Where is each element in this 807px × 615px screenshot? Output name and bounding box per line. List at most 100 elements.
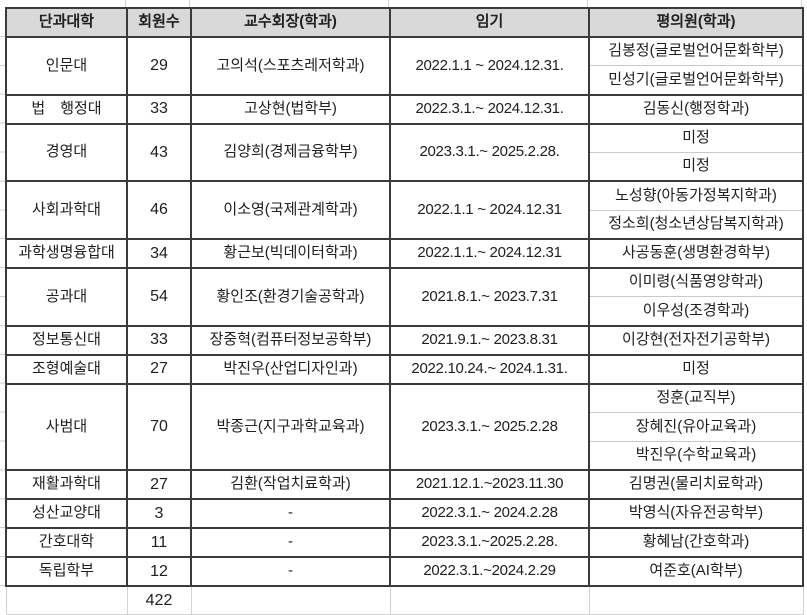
column-header-college: 단과대학 — [5, 7, 128, 38]
chair-cell: 김환(작업치료학과) — [190, 469, 391, 501]
college-cell: 조형예술대 — [5, 353, 128, 385]
college-cell: 사범대 — [5, 382, 128, 472]
delegate-cell: 이미령(식품영양학과) — [588, 267, 804, 298]
delegate-cell: 미정 — [588, 353, 804, 385]
gridline-stub — [801, 0, 802, 7]
delegate-cell: 노성향(아동가정복지학과) — [588, 180, 804, 211]
college-cell: 정보통신대 — [5, 324, 128, 356]
member-count-cell: 46 — [126, 180, 192, 241]
column-header-chair: 교수회장(학과) — [190, 7, 391, 38]
member-count-cell: 11 — [126, 527, 192, 558]
totals-row: 422 — [5, 585, 804, 615]
member-count-cell: 29 — [126, 35, 192, 96]
margin-gridline-ticks — [0, 8, 5, 586]
member-count-cell: 54 — [126, 267, 192, 327]
chair-cell: 이소영(국제관계학과) — [190, 180, 391, 241]
table-row: 사회과학대 46 이소영(국제관계학과) 2022.1.1 ~ 2024.12.31 노… — [5, 180, 804, 241]
delegate-cell: 이강현(전자전기공학부) — [588, 324, 804, 356]
term-cell: 2023.3.1.~ 2025.2.28 — [389, 382, 590, 472]
term-cell: 2022.3.1.~2024.2.29 — [389, 555, 590, 587]
term-cell: 2022.1.1 ~ 2024.12.31 — [389, 180, 590, 241]
table-row: 경영대 43 김양희(경제금융학부) 2023.3.1.~ 2025.2.28. 미정 — [5, 122, 804, 183]
member-count-cell: 34 — [126, 238, 192, 270]
delegate-cell: 박진우(수학교육과) — [588, 440, 804, 472]
column-header-member-count: 회원수 — [126, 7, 192, 38]
chair-cell: 김양희(경제금융학부) — [190, 122, 391, 183]
term-cell: 2022.10.24.~ 2024.1.31. — [389, 353, 590, 385]
empty-total-cell — [588, 585, 804, 615]
term-cell: 2022.1.1 ~ 2024.12.31. — [389, 35, 590, 96]
chair-cell: 박진우(산업디자인과) — [190, 353, 391, 385]
term-cell: 2023.3.1.~ 2025.2.28. — [389, 122, 590, 183]
chair-cell: - — [190, 527, 391, 558]
term-cell: 2022.1.1.~ 2024.12.31 — [389, 238, 590, 270]
table-row: 민성기(글로벌언어문화학부) — [6, 65, 804, 96]
delegate-cell: 정훈(교직부) — [588, 382, 804, 413]
college-cell: 독립학부 — [5, 555, 128, 587]
delegate-cell: 이우성(조경학과) — [588, 296, 804, 327]
term-cell: 2022.3.1.~ 2024.12.31. — [389, 93, 590, 125]
delegate-cell: 민성기(글로벌언어문화학부) — [588, 65, 804, 96]
delegate-cell: 황혜남(간호학과) — [588, 527, 804, 558]
college-cell: 경영대 — [5, 122, 128, 183]
chair-cell: 고의석(스포츠레저학과) — [190, 35, 391, 96]
column-header-delegate: 평의원(학과) — [588, 7, 804, 38]
delegate-cell: 여준호(AI학부) — [588, 555, 804, 587]
table-row: 미정 — [6, 151, 804, 183]
delegate-cell: 김동신(행정학과) — [588, 93, 804, 125]
empty-total-cell — [190, 585, 391, 615]
table-row: 법 행정대 33 고상현(법학부) 2022.3.1.~ 2024.12.31. 김동신… — [5, 93, 804, 125]
term-cell: 2021.12.1.~2023.11.30 — [389, 469, 590, 501]
empty-total-cell — [389, 585, 590, 615]
table-row: 정보통신대 33 장중혁(컴퓨터정보공학부) 2021.9.1.~ 2023.8.31… — [5, 324, 804, 356]
college-cell: 성산교양대 — [5, 498, 128, 530]
chair-cell: 황인조(환경기술공학과) — [190, 267, 391, 327]
term-cell: 2023.3.1.~2025.2.28. — [389, 527, 590, 558]
faculty-council-table: 단과대학 회원수 교수회장(학과) 임기 평의원(학과) 인문대 29 고의석(스포… — [5, 7, 804, 615]
column-header-term: 임기 — [389, 7, 590, 38]
chair-cell: - — [190, 498, 391, 530]
table-row: 독립학부 12-2022.3.1.~2024.2.29 여준호(AI학부) — [5, 555, 804, 587]
member-count-cell: 3 — [126, 498, 192, 530]
table-row: 박진우(수학교육과) — [6, 440, 804, 472]
chair-cell: 황근보(빅데이터학과) — [190, 238, 391, 270]
table-row: 재활과학대 27 김환(작업치료학과) 2021.12.1.~2023.11.30 김명… — [5, 469, 804, 501]
delegate-cell: 장혜진(유아교육과) — [588, 411, 804, 442]
college-cell: 인문대 — [5, 35, 128, 96]
college-cell: 재활과학대 — [5, 469, 128, 501]
table-row: 인문대 29 고의석(스포츠레저학과) 2022.1.1 ~ 2024.12.31. 김… — [5, 35, 804, 96]
member-count-cell: 12 — [126, 555, 192, 587]
college-cell: 사회과학대 — [5, 180, 128, 241]
gridline-stub — [388, 0, 389, 7]
chair-cell: 고상현(법학부) — [190, 93, 391, 125]
table-row: 공과대 54 황인조(환경기술공학과) 2021.8.1.~ 2023.7.31 이미령… — [5, 267, 804, 327]
empty-total-cell — [5, 585, 128, 615]
term-cell: 2021.9.1.~ 2023.8.31 — [389, 324, 590, 356]
table-row: 성산교양대 3-2022.3.1.~ 2024.2.28 박영식(자유전공학부) — [5, 498, 804, 530]
chair-cell: 장중혁(컴퓨터정보공학부) — [190, 324, 391, 356]
delegate-cell: 김명권(물리치료학과) — [588, 469, 804, 501]
delegate-cell: 김봉정(글로벌언어문화학부) — [588, 35, 804, 67]
table-row: 정소희(청소년상담복지학과) — [6, 209, 804, 241]
member-count-cell: 27 — [126, 353, 192, 385]
member-count-cell: 70 — [126, 382, 192, 472]
table-row: 조형예술대 27 박진우(산업디자인과) 2022.10.24.~ 2024.1.31… — [5, 353, 804, 385]
table-row: 사범대 70 박종근(지구과학교육과) 2023.3.1.~ 2025.2.28 정훈(… — [5, 382, 804, 472]
gridline-stub — [587, 0, 588, 7]
college-cell: 법 행정대 — [5, 93, 128, 125]
chair-cell: 박종근(지구과학교육과) — [190, 382, 391, 472]
delegate-cell: 미정 — [588, 122, 804, 153]
header-row: 단과대학 회원수 교수회장(학과) 임기 평의원(학과) — [5, 7, 804, 38]
chair-cell: - — [190, 555, 391, 587]
college-cell: 과학생명융합대 — [5, 238, 128, 270]
college-cell: 간호대학 — [5, 527, 128, 558]
member-count-cell: 43 — [126, 122, 192, 183]
table-row: 이우성(조경학과) — [6, 296, 804, 327]
member-count-cell: 33 — [126, 324, 192, 356]
delegate-cell: 미정 — [588, 151, 804, 183]
college-cell: 공과대 — [5, 267, 128, 327]
table-row: 장혜진(유아교육과) — [6, 411, 804, 442]
total-members-cell: 422 — [126, 585, 192, 615]
member-count-cell: 33 — [126, 93, 192, 125]
